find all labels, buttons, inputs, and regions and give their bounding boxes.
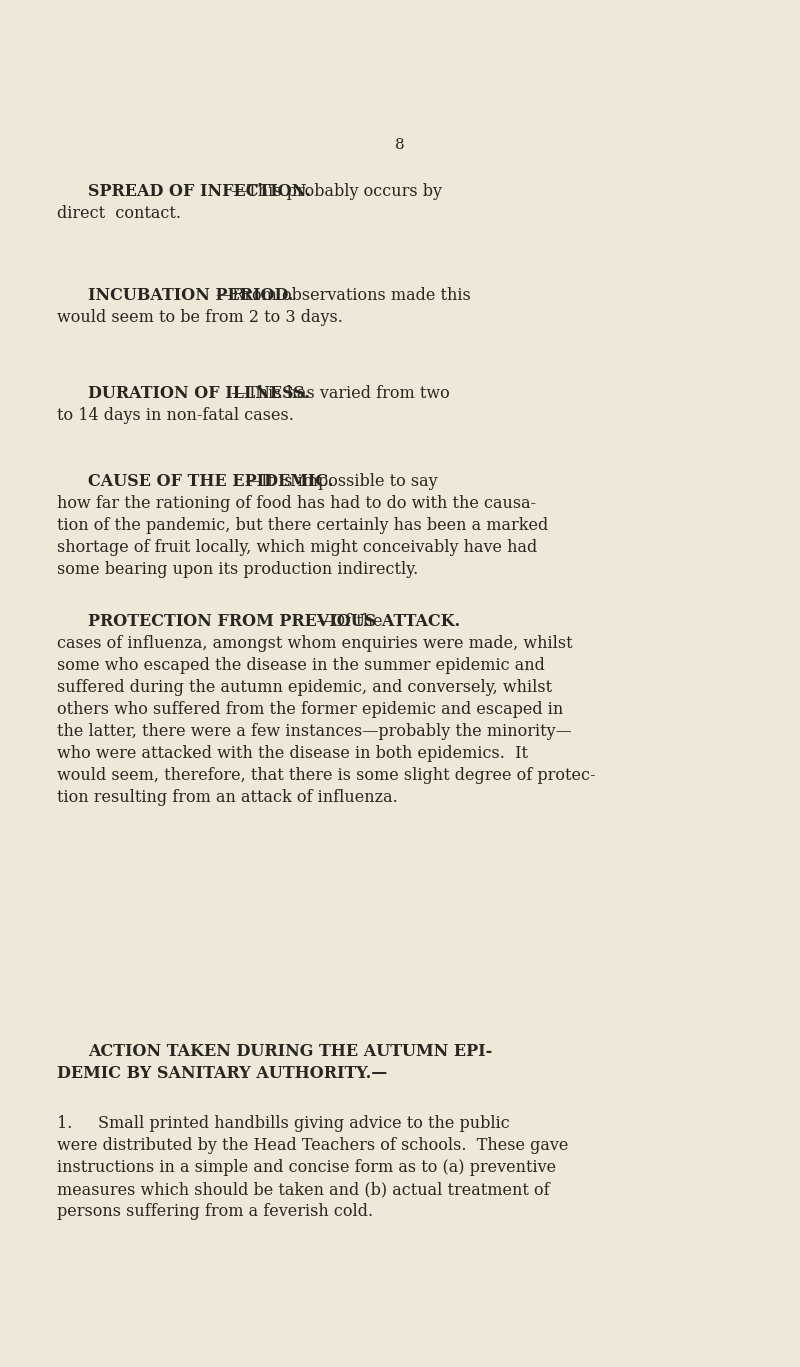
Text: —This probably occurs by: —This probably occurs by [230,183,442,200]
Text: persons suffering from a feverish cold.: persons suffering from a feverish cold. [57,1203,373,1219]
Text: to 14 days in non-fatal cases.: to 14 days in non-fatal cases. [57,407,294,424]
Text: CAUSE OF THE EPIDEMIC.: CAUSE OF THE EPIDEMIC. [88,473,334,489]
Text: DEMIC BY SANITARY AUTHORITY.—: DEMIC BY SANITARY AUTHORITY.— [57,1065,387,1083]
Text: —Rrom observations made this: —Rrom observations made this [216,287,471,303]
Text: —This has varied from two: —This has varied from two [230,385,450,402]
Text: SPREAD OF INFECTION.: SPREAD OF INFECTION. [88,183,311,200]
Text: tion of the pandemic, but there certainly has been a marked: tion of the pandemic, but there certainl… [57,517,548,534]
Text: suffered during the autumn epidemic, and conversely, whilst: suffered during the autumn epidemic, and… [57,679,552,696]
Text: shortage of fruit locally, which might conceivably have had: shortage of fruit locally, which might c… [57,539,538,556]
Text: others who suffered from the former epidemic and escaped in: others who suffered from the former epid… [57,701,563,718]
Text: 1.: 1. [57,1115,72,1132]
Text: INCUBATION PERIOD.: INCUBATION PERIOD. [88,287,294,303]
Text: Small printed handbills giving advice to the public: Small printed handbills giving advice to… [98,1115,510,1132]
Text: 8: 8 [395,138,405,152]
Text: —It is impossible to say: —It is impossible to say [245,473,438,489]
Text: direct  contact.: direct contact. [57,205,181,221]
Text: would seem, therefore, that there is some slight degree of protec-: would seem, therefore, that there is som… [57,767,595,785]
Text: measures which should be taken and (b) actual treatment of: measures which should be taken and (b) a… [57,1181,550,1197]
Text: PROTECTION FROM PREVIOUS ATTACK.: PROTECTION FROM PREVIOUS ATTACK. [88,612,460,630]
Text: tion resulting from an attack of influenza.: tion resulting from an attack of influen… [57,789,398,807]
Text: would seem to be from 2 to 3 days.: would seem to be from 2 to 3 days. [57,309,343,325]
Text: were distributed by the Head Teachers of schools.  These gave: were distributed by the Head Teachers of… [57,1137,568,1154]
Text: the latter, there were a few instances—probably the minority—: the latter, there were a few instances—p… [57,723,572,740]
Text: who were attacked with the disease in both epidemics.  It: who were attacked with the disease in bo… [57,745,528,761]
Text: some bearing upon its production indirectly.: some bearing upon its production indirec… [57,560,418,578]
Text: cases of influenza, amongst whom enquiries were made, whilst: cases of influenza, amongst whom enquiri… [57,636,573,652]
Text: instructions in a simple and concise form as to (a) preventive: instructions in a simple and concise for… [57,1159,556,1176]
Text: —Of the: —Of the [316,612,382,630]
Text: some who escaped the disease in the summer epidemic and: some who escaped the disease in the summ… [57,658,545,674]
Text: ACTION TAKEN DURING THE AUTUMN EPI-: ACTION TAKEN DURING THE AUTUMN EPI- [88,1043,492,1059]
Text: how far the rationing of food has had to do with the causa-: how far the rationing of food has had to… [57,495,536,513]
Text: DURATION OF ILLNESS.: DURATION OF ILLNESS. [88,385,310,402]
